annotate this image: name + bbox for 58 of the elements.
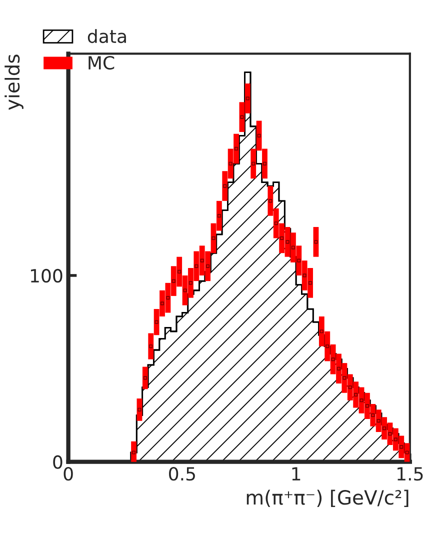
point xyxy=(331,358,335,362)
point xyxy=(348,385,352,390)
point xyxy=(212,236,216,240)
point xyxy=(149,344,153,348)
point xyxy=(234,146,238,151)
point xyxy=(143,376,147,380)
point xyxy=(268,199,272,203)
point xyxy=(400,445,404,449)
point xyxy=(223,184,227,188)
point xyxy=(365,404,370,408)
x-tick-label: 1 xyxy=(292,467,300,480)
point xyxy=(274,221,278,226)
point xyxy=(217,214,221,218)
point xyxy=(280,236,284,240)
x-tick-label: 0.5 xyxy=(169,467,195,481)
point xyxy=(200,258,204,262)
point xyxy=(178,270,182,274)
point xyxy=(240,115,244,119)
point xyxy=(194,264,198,268)
point xyxy=(388,432,392,436)
x-tick-label: 1.5 xyxy=(398,467,423,481)
point xyxy=(252,162,256,166)
point xyxy=(302,274,306,278)
point xyxy=(228,162,232,166)
legend-label: MC xyxy=(88,56,114,70)
point xyxy=(382,426,386,430)
point xyxy=(160,302,164,306)
point xyxy=(354,392,358,397)
y-tick-label: 100 xyxy=(30,268,62,283)
point xyxy=(188,281,193,285)
point xyxy=(172,279,176,283)
point xyxy=(291,246,296,250)
point xyxy=(314,240,318,244)
point xyxy=(371,413,375,418)
x-axis-title: m(π⁺π⁻) [GeV/c²] xyxy=(246,490,408,508)
legend-label: data xyxy=(88,29,126,44)
point xyxy=(308,281,312,285)
point xyxy=(394,438,398,442)
point xyxy=(183,288,187,292)
y-axis-title: yields xyxy=(4,54,24,110)
point xyxy=(326,344,330,348)
point xyxy=(246,96,250,100)
point xyxy=(376,419,380,423)
point xyxy=(257,134,261,138)
point xyxy=(262,162,267,166)
point xyxy=(206,264,210,268)
point xyxy=(132,450,136,454)
point xyxy=(405,450,409,454)
point xyxy=(336,366,341,370)
x-tick-label: 0 xyxy=(64,467,73,481)
point xyxy=(166,296,170,300)
point xyxy=(342,376,346,380)
point xyxy=(138,408,142,412)
point xyxy=(360,398,364,402)
point xyxy=(286,240,290,244)
point xyxy=(154,320,158,324)
point xyxy=(320,330,324,334)
point xyxy=(297,258,301,262)
